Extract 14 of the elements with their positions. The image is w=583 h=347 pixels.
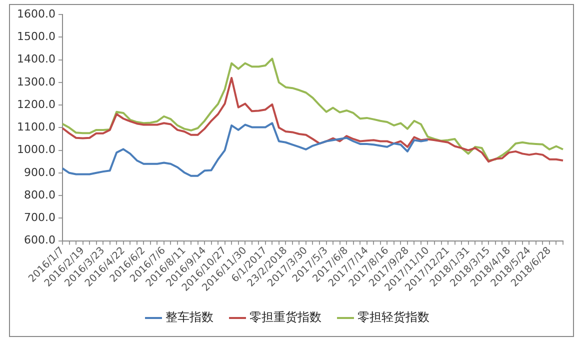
y-tick-label: 900.0 (24, 166, 56, 179)
y-tick-label: 1100.0 (16, 120, 56, 134)
y-tick-label: 1400.0 (16, 52, 56, 66)
y-tick-label: 1300.0 (16, 75, 56, 88)
y-tick-label: 600.0 (24, 234, 56, 247)
legend-label: 零担轻货指数 (358, 310, 430, 324)
y-tick-label: 1000.0 (16, 143, 56, 156)
legend-label: 零担重货指数 (250, 310, 322, 324)
y-tick-label: 1200.0 (16, 98, 56, 111)
legend-label: 整车指数 (166, 310, 214, 324)
y-tick-label: 800.0 (24, 188, 56, 202)
y-tick-label: 700.0 (24, 211, 56, 224)
y-tick-label: 1600.0 (16, 7, 56, 20)
y-tick-label: 1500.0 (16, 30, 56, 44)
